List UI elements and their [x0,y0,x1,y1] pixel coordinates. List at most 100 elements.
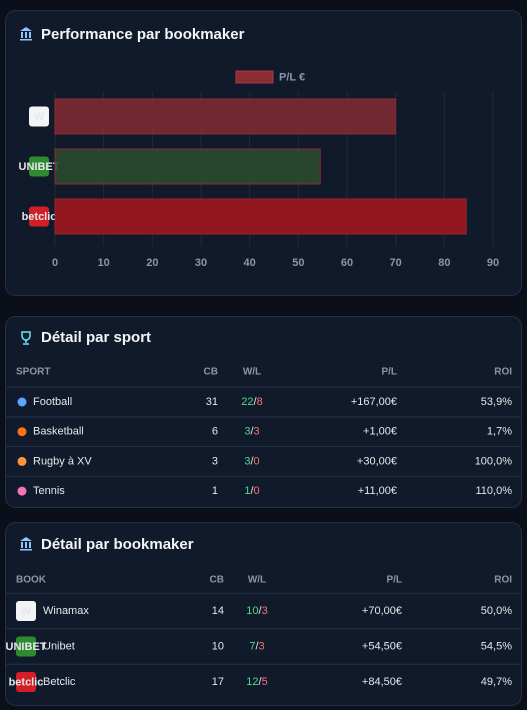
logo [29,106,49,127]
cell-roi: 100,0% [475,455,513,467]
cell-wl: 22/8 [241,396,262,408]
table-title: Détail par bookmaker [41,536,194,553]
legend-swatch [235,70,274,84]
wl-sep: / [254,396,258,408]
wl-wins: 7 [249,640,255,652]
cell-pl: +167,00€ [351,396,397,408]
row-name: Betclic [43,676,76,688]
cell-pl: +11,00€ [358,485,397,497]
logo-text: W [34,111,45,123]
cell-roi: 54,5% [481,640,512,652]
column-header: W/L [248,575,266,586]
wl-wins: 3 [244,426,250,438]
wl-wins: 22 [241,396,253,408]
logo-text: UNIBET [19,161,60,173]
cell-wl: 1/0 [244,485,259,497]
wl-losses: 5 [262,676,268,688]
bar [54,98,397,135]
wl-wins: 3 [244,455,250,467]
cell-roi: 53,9% [481,396,512,408]
wl-wins: 10 [246,605,258,617]
bar [54,148,321,185]
wl-sep: / [259,676,263,688]
x-tick-label: 70 [390,257,402,269]
wl-losses: 0 [254,485,260,497]
wl-sep: / [250,426,254,438]
logo-text: betclic [22,211,57,223]
wl-sep: / [255,640,259,652]
cell-pl: +70,00€ [362,605,402,617]
wl-sep: / [259,605,263,617]
cell-wl: 10/3 [246,605,267,617]
cell-cb: 31 [206,396,218,408]
wl-losses: 0 [254,455,260,467]
logo-text: betclic [9,676,44,688]
logo-text: UNIBET [6,641,47,653]
row-name: Football [33,396,72,408]
sport-icon [17,427,27,437]
logo [16,636,36,657]
cell-roi: 110,0% [476,485,513,497]
wl-wins: 12 [246,676,258,688]
sport-icon [17,486,27,496]
cell-pl: +54,50€ [362,640,402,652]
x-tick-label: 60 [341,257,353,269]
cell-cb: 10 [212,640,224,652]
cell-cb: 17 [212,676,224,688]
wl-losses: 8 [257,396,263,408]
logo [16,601,36,621]
x-tick-label: 90 [487,257,499,269]
row-name: Winamax [43,605,89,617]
cell-cb: 1 [212,485,218,497]
cell-roi: 1,7% [487,426,512,438]
cell-pl: +84,50€ [362,676,402,688]
logo [29,206,49,227]
bank-icon [20,27,32,41]
trophy-icon [21,331,31,345]
row-name: Rugby à XV [33,455,92,467]
cell-roi: 49,7% [481,676,512,688]
wl-sep: / [250,455,254,467]
wl-sep: / [250,485,254,497]
cell-cb: 3 [212,455,218,467]
logo [16,672,36,692]
book-card [5,522,522,706]
column-header: ROI [494,575,512,586]
sport-card [5,316,522,508]
column-header: CB [204,367,218,378]
column-header: SPORT [16,367,50,378]
cell-cb: 6 [212,426,218,438]
logo [29,156,49,177]
wl-losses: 3 [262,605,268,617]
wl-losses: 3 [254,426,260,438]
row-name: Basketball [33,426,84,438]
x-tick-label: 10 [98,257,110,269]
x-tick-label: 30 [195,257,207,269]
x-tick-label: 40 [244,257,256,269]
cell-wl: 7/3 [249,640,264,652]
column-header: BOOK [16,575,47,586]
column-header: W/L [243,367,261,378]
row-name: Tennis [33,485,65,497]
cell-wl: 3/3 [244,426,259,438]
sport-icon [17,397,27,407]
bank-icon [20,537,32,551]
x-tick-label: 80 [438,257,450,269]
logo-text: W [21,605,32,617]
cell-roi: 50,0% [481,605,512,617]
table-title: Détail par sport [41,329,151,346]
sport-icon [17,456,27,466]
cell-cb: 14 [212,605,224,617]
wl-losses: 3 [259,640,265,652]
legend-label: P/L € [279,71,305,83]
bar [54,198,467,235]
x-tick-label: 20 [146,257,158,269]
cell-pl: +1,00€ [363,426,397,438]
row-name: Unibet [43,640,75,652]
cell-wl: 12/5 [246,676,267,688]
chart-title: Performance par bookmaker [41,26,245,43]
column-header: ROI [494,367,512,378]
cell-wl: 3/0 [244,455,259,467]
